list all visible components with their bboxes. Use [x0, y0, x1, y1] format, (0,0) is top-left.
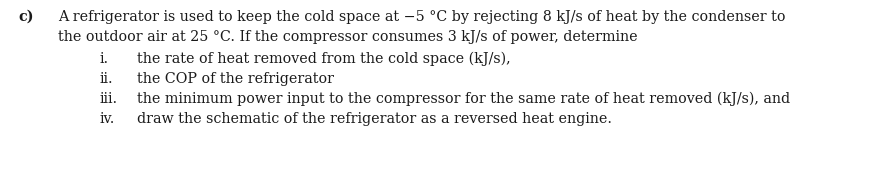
Text: the minimum power input to the compressor for the same rate of heat removed (kJ/: the minimum power input to the compresso…	[137, 92, 790, 106]
Text: i.: i.	[100, 52, 109, 66]
Text: iv.: iv.	[100, 112, 116, 126]
Text: the rate of heat removed from the cold space (kJ/s),: the rate of heat removed from the cold s…	[137, 52, 511, 66]
Text: draw the schematic of the refrigerator as a reversed heat engine.: draw the schematic of the refrigerator a…	[137, 112, 612, 126]
Text: A refrigerator is used to keep the cold space at −5 °C by rejecting 8 kJ/s of he: A refrigerator is used to keep the cold …	[58, 10, 786, 24]
Text: iii.: iii.	[100, 92, 118, 106]
Text: c): c)	[18, 10, 33, 24]
Text: ii.: ii.	[100, 72, 114, 86]
Text: the COP of the refrigerator: the COP of the refrigerator	[137, 72, 334, 86]
Text: the outdoor air at 25 °C. If the compressor consumes 3 kJ/s of power, determine: the outdoor air at 25 °C. If the compres…	[58, 30, 638, 44]
